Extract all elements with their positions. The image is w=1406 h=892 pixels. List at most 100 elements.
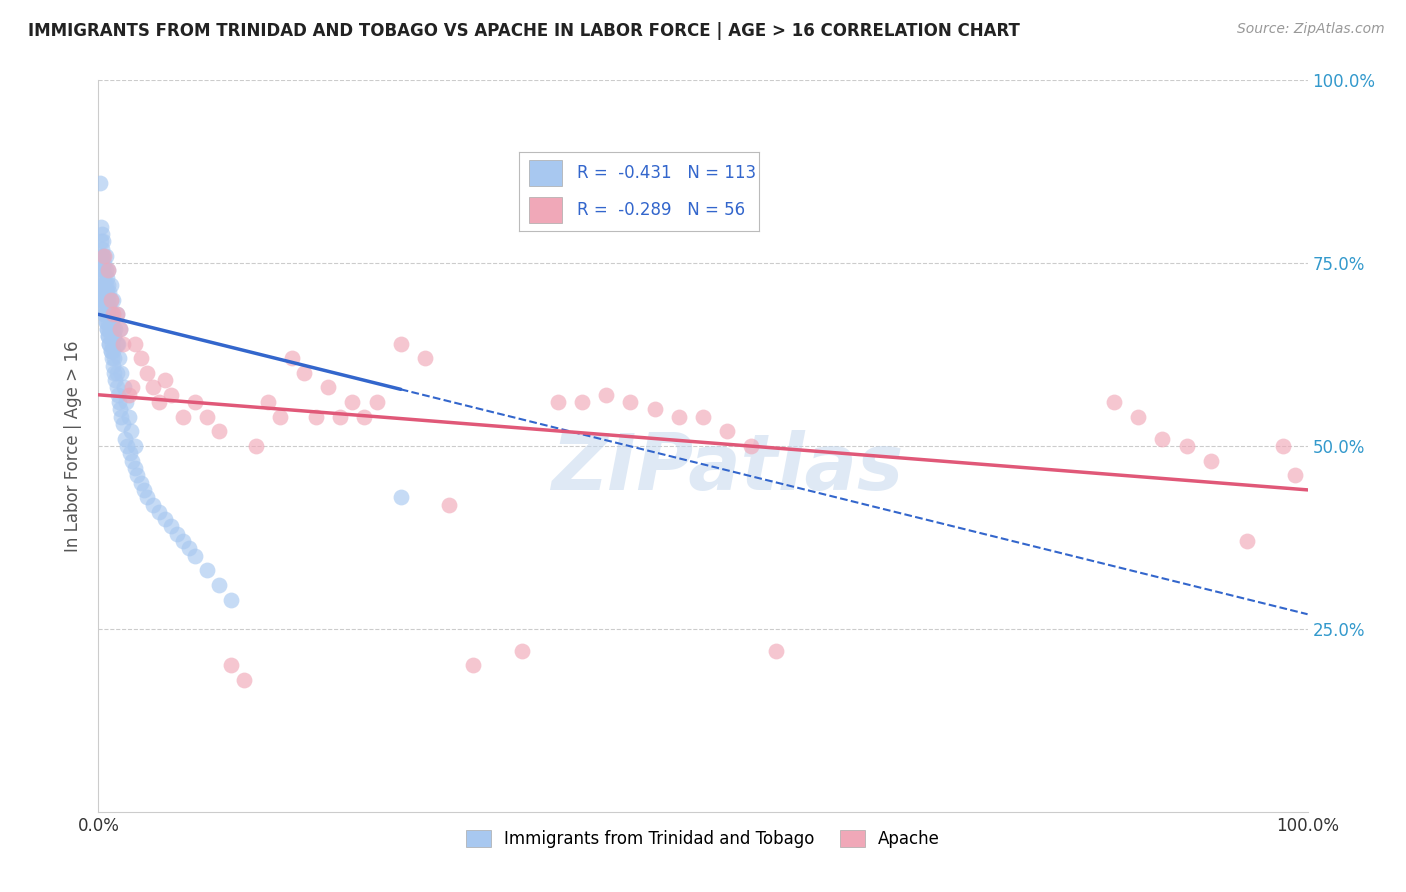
Point bbox=[208, 425, 231, 439]
Point bbox=[91, 293, 114, 307]
Point bbox=[366, 395, 388, 409]
Point bbox=[98, 336, 121, 351]
Point bbox=[91, 249, 114, 263]
Point bbox=[153, 373, 176, 387]
Point bbox=[148, 505, 170, 519]
Point bbox=[93, 256, 115, 270]
Point bbox=[118, 388, 141, 402]
Point bbox=[353, 409, 375, 424]
Point bbox=[619, 395, 641, 409]
Point bbox=[108, 395, 131, 409]
Point bbox=[245, 439, 267, 453]
Point bbox=[93, 249, 115, 263]
Point bbox=[98, 322, 121, 336]
Point bbox=[389, 490, 412, 504]
Point bbox=[91, 249, 114, 263]
Point bbox=[103, 366, 125, 380]
Point bbox=[98, 307, 121, 321]
Point bbox=[208, 578, 231, 592]
Point bbox=[96, 293, 118, 307]
Point bbox=[108, 322, 131, 336]
Point bbox=[129, 351, 152, 366]
Point bbox=[94, 315, 117, 329]
Point bbox=[765, 644, 787, 658]
Point bbox=[97, 315, 120, 329]
Point bbox=[91, 285, 114, 300]
Point bbox=[134, 483, 156, 497]
Point bbox=[292, 366, 315, 380]
Point bbox=[121, 453, 143, 467]
Point bbox=[160, 388, 183, 402]
Point bbox=[100, 307, 122, 321]
Point bbox=[96, 270, 118, 285]
Point bbox=[100, 343, 122, 358]
Point bbox=[232, 673, 254, 687]
Point bbox=[112, 380, 135, 394]
Point bbox=[98, 285, 121, 300]
Point bbox=[571, 395, 593, 409]
Point bbox=[91, 256, 114, 270]
Point bbox=[160, 519, 183, 533]
Text: R =  -0.289   N = 56: R = -0.289 N = 56 bbox=[576, 201, 745, 219]
Point bbox=[97, 293, 120, 307]
Point bbox=[101, 343, 124, 358]
Point bbox=[329, 409, 352, 424]
Point bbox=[104, 322, 127, 336]
Point bbox=[110, 409, 132, 424]
Text: IMMIGRANTS FROM TRINIDAD AND TOBAGO VS APACHE IN LABOR FORCE | AGE > 16 CORRELAT: IMMIGRANTS FROM TRINIDAD AND TOBAGO VS A… bbox=[28, 22, 1019, 40]
Point bbox=[90, 285, 112, 300]
Point bbox=[97, 329, 120, 343]
Point bbox=[389, 336, 412, 351]
Text: Source: ZipAtlas.com: Source: ZipAtlas.com bbox=[1237, 22, 1385, 37]
Point bbox=[90, 219, 112, 234]
Point bbox=[97, 300, 120, 314]
Point bbox=[437, 498, 460, 512]
Point bbox=[100, 293, 122, 307]
Point bbox=[547, 395, 569, 409]
Point bbox=[118, 409, 141, 424]
Point bbox=[100, 278, 122, 293]
Point bbox=[93, 307, 115, 321]
Point bbox=[124, 461, 146, 475]
Point bbox=[108, 351, 131, 366]
Point bbox=[111, 336, 134, 351]
Y-axis label: In Labor Force | Age > 16: In Labor Force | Age > 16 bbox=[65, 340, 83, 552]
Point bbox=[90, 249, 112, 263]
Point bbox=[1128, 409, 1150, 424]
Point bbox=[93, 278, 115, 293]
Point bbox=[90, 256, 112, 270]
Point bbox=[96, 307, 118, 321]
Point bbox=[692, 409, 714, 424]
Point bbox=[91, 234, 114, 248]
Point bbox=[91, 293, 114, 307]
Point bbox=[1284, 468, 1306, 483]
Point bbox=[94, 263, 117, 277]
Point bbox=[148, 395, 170, 409]
Point bbox=[97, 278, 120, 293]
Point bbox=[101, 307, 124, 321]
Point bbox=[142, 498, 165, 512]
Point bbox=[114, 432, 136, 446]
Point bbox=[101, 322, 124, 336]
Point bbox=[269, 409, 291, 424]
Point bbox=[103, 329, 125, 343]
Point bbox=[100, 315, 122, 329]
Point bbox=[1199, 453, 1222, 467]
Point bbox=[281, 351, 304, 366]
Point bbox=[127, 468, 149, 483]
Point bbox=[91, 278, 114, 293]
Point bbox=[97, 263, 120, 277]
Point bbox=[101, 307, 124, 321]
Point bbox=[121, 380, 143, 394]
Point bbox=[510, 644, 533, 658]
Point bbox=[644, 402, 666, 417]
Point bbox=[107, 336, 129, 351]
Point bbox=[105, 307, 128, 321]
Point bbox=[101, 293, 124, 307]
Point bbox=[94, 278, 117, 293]
Point bbox=[89, 176, 111, 190]
Point bbox=[89, 293, 111, 307]
Point bbox=[104, 373, 127, 387]
Point bbox=[463, 658, 485, 673]
Point bbox=[91, 270, 114, 285]
